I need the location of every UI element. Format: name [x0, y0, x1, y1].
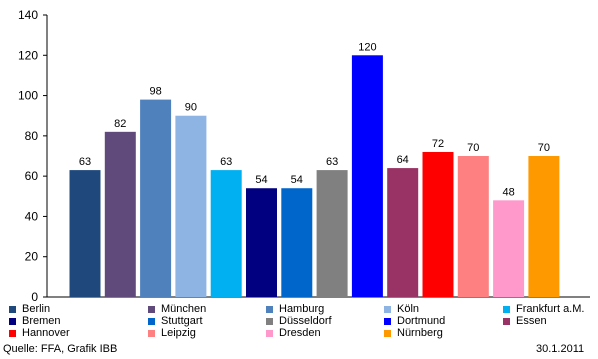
legend-item: Frankfurt a.M. [503, 303, 584, 315]
data-label: 63 [79, 156, 91, 168]
data-label: 82 [114, 118, 126, 130]
bar-4 [210, 170, 242, 297]
legend-item: Stuttgart [148, 315, 203, 327]
bar-1 [104, 131, 136, 297]
date-note: 30.1.2011 [536, 343, 585, 355]
legend-item: Düsseldorf [266, 315, 332, 327]
legend-label: Nürnberg [397, 327, 443, 339]
legend-swatch [384, 305, 391, 313]
legend-swatch [148, 317, 155, 325]
bar-2 [140, 99, 172, 297]
y-tick-label: 60 [25, 169, 39, 183]
data-label: 48 [502, 186, 514, 198]
data-label: 70 [467, 142, 479, 154]
bar-3 [175, 115, 207, 297]
y-tick-label: 120 [18, 48, 38, 62]
bar-0 [69, 170, 101, 297]
legend-item: Hamburg [266, 303, 324, 315]
data-label: 64 [397, 154, 409, 166]
y-tick-label: 40 [25, 209, 39, 223]
legend-swatch [503, 317, 510, 325]
legend-item: Dresden [266, 327, 321, 339]
legend-label: Leipzig [161, 327, 196, 339]
legend-item: München [148, 303, 206, 315]
data-label: 120 [358, 41, 376, 53]
bar-8 [351, 55, 383, 298]
legend-label: Frankfurt a.M. [516, 303, 585, 315]
legend-label: Düsseldorf [279, 315, 332, 327]
legend-label: Bremen [22, 315, 61, 327]
legend-item: Köln [384, 303, 419, 315]
bar-10 [422, 151, 454, 297]
legend-item: Leipzig [148, 327, 196, 339]
legend-label: Dortmund [397, 315, 446, 327]
y-tick-label: 80 [25, 129, 39, 143]
bar-13 [528, 156, 560, 297]
legend-item: Nürnberg [384, 327, 443, 339]
legend-item: Essen [503, 315, 547, 327]
bar-12 [493, 200, 525, 297]
legend-label: Hamburg [279, 303, 325, 315]
y-tick-label: 20 [25, 250, 39, 264]
source-note: Quelle: FFA, Grafik IBB [3, 343, 118, 355]
data-label: 98 [149, 86, 161, 98]
data-label: 70 [538, 142, 550, 154]
legend-swatch [266, 329, 273, 337]
legend-label: Köln [397, 303, 420, 315]
legend-swatch [384, 329, 391, 337]
legend-swatch [148, 305, 155, 313]
y-tick-label: 100 [18, 89, 38, 103]
data-label: 54 [255, 174, 267, 186]
legend-swatch [9, 317, 16, 325]
legend-item: Dortmund [384, 315, 445, 327]
legend-swatch [384, 317, 391, 325]
bar-5 [246, 188, 277, 297]
legend-label: Dresden [279, 327, 321, 339]
legend-label: Essen [516, 315, 547, 327]
data-label: 63 [220, 156, 232, 168]
legend-item: Bremen [9, 315, 61, 327]
legend-swatch [503, 305, 510, 313]
legend-swatch [148, 329, 155, 337]
data-label: 63 [326, 156, 338, 168]
legend-swatch [266, 317, 273, 325]
bar-6 [281, 188, 313, 297]
legend-label: Berlin [22, 303, 51, 315]
y-tick-label: 0 [31, 290, 38, 304]
legend-swatch [266, 305, 273, 313]
bar-9 [387, 168, 419, 297]
legend-swatch [9, 329, 16, 337]
legend-label: Stuttgart [161, 315, 203, 327]
legend-item: Berlin [9, 303, 50, 315]
bar-11 [457, 156, 489, 297]
data-label: 90 [185, 102, 197, 114]
y-tick-label: 140 [18, 8, 38, 22]
legend-item: Hannover [9, 327, 70, 339]
data-label: 72 [432, 138, 444, 150]
data-label: 54 [291, 174, 303, 186]
legend-label: München [161, 303, 207, 315]
legend-label: Hannover [22, 327, 70, 339]
legend-swatch [9, 305, 16, 313]
bar-7 [316, 170, 348, 297]
